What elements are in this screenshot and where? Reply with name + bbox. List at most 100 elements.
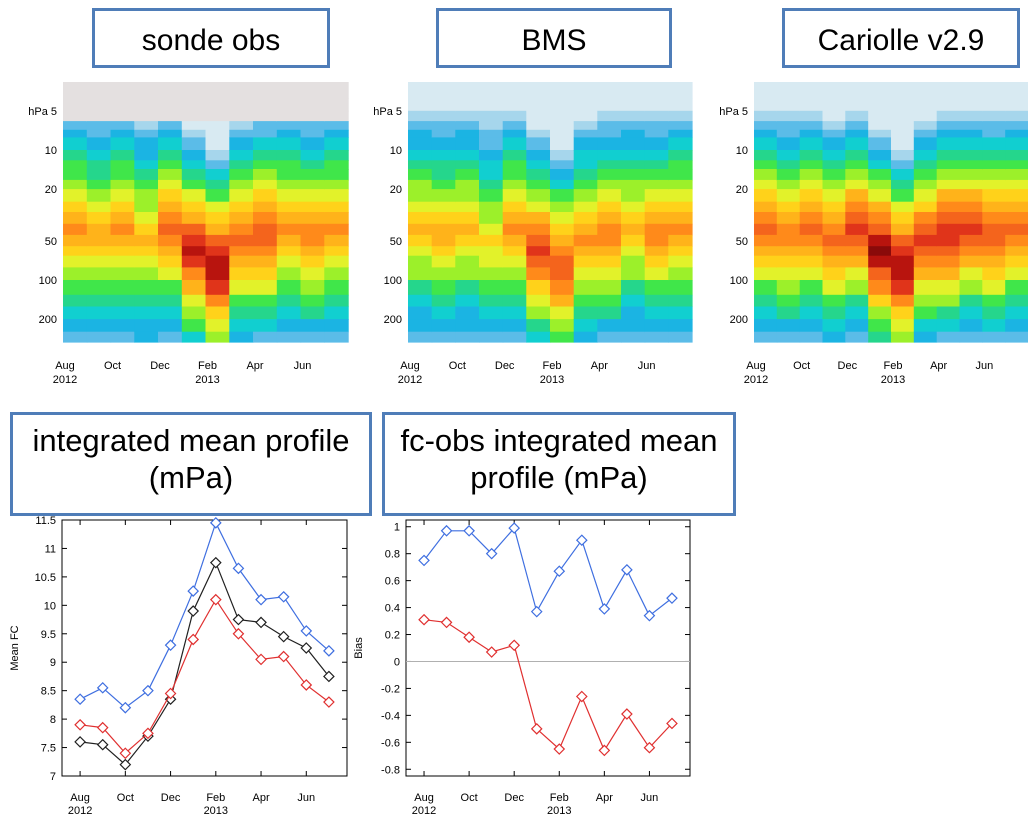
- heatmap-cell: [550, 121, 575, 131]
- heatmap-cell: [754, 246, 778, 257]
- heatmap-cell: [597, 331, 622, 343]
- heatmap-cell: [253, 234, 278, 247]
- x-year-label: 2013: [547, 805, 571, 817]
- heatmap-cell: [1005, 255, 1028, 268]
- heatmap-cell: [253, 212, 278, 225]
- series-point: [209, 556, 222, 569]
- series-point: [575, 534, 588, 547]
- heatmap-cell: [845, 137, 869, 151]
- heatmap-cell: [868, 201, 892, 213]
- heatmap-cell: [621, 255, 646, 268]
- heatmap-cell: [982, 306, 1006, 320]
- heatmap-cell: [408, 121, 433, 131]
- heatmap-cell: [158, 223, 183, 236]
- heatmap-cell: [526, 137, 551, 151]
- heatmap-y-tick: 100: [730, 275, 748, 287]
- heatmap-cell: [408, 129, 433, 138]
- heatmap-cell: [845, 294, 869, 308]
- heatmap-cell: [276, 98, 302, 112]
- heatmap-cell: [621, 160, 646, 170]
- heatmap-cell: [300, 212, 325, 225]
- heatmap-cell: [408, 267, 433, 281]
- heatmap-cell: [408, 234, 433, 247]
- heatmap-cell: [63, 82, 88, 99]
- series-point: [323, 670, 335, 683]
- heatmap-x-tick: Aug: [746, 360, 766, 372]
- line-chart-bias-frame: [405, 519, 691, 777]
- heatmap-cell: [205, 137, 230, 151]
- x-year-label: 2012: [412, 805, 436, 817]
- heatmap-cell: [644, 179, 669, 190]
- heatmap-cell: [868, 294, 892, 308]
- heatmap-cell: [86, 319, 112, 333]
- series-point: [164, 687, 177, 700]
- heatmap-cell: [479, 82, 504, 99]
- heatmap-cell: [959, 110, 983, 122]
- heatmap-cell: [276, 82, 302, 99]
- heatmap-cell: [479, 160, 504, 170]
- series-point: [119, 747, 132, 760]
- line-chart-mean: [61, 516, 348, 777]
- heatmap-y-tick: 100: [384, 275, 402, 287]
- heatmap-cell: [158, 121, 183, 131]
- heatmap-cell: [868, 121, 892, 131]
- heatmap-cell: [936, 255, 961, 268]
- heatmap-cell: [455, 121, 480, 131]
- heatmap-cell: [891, 280, 915, 296]
- heatmap-cell: [300, 280, 325, 296]
- heatmap-cell: [324, 294, 349, 308]
- heatmap-cell: [134, 169, 159, 181]
- series-point: [209, 516, 222, 529]
- heatmap-cell: [479, 137, 504, 151]
- heatmap-cell: [526, 234, 551, 247]
- heatmap-cell: [134, 110, 159, 122]
- heatmap-cell: [668, 294, 693, 308]
- y-tick-label: -0.8: [381, 764, 400, 776]
- heatmap-cell: [110, 234, 135, 247]
- heatmap-cell: [845, 319, 869, 333]
- heatmap-cell: [408, 189, 433, 203]
- heatmap-cell: [276, 189, 302, 203]
- heatmap-cell: [754, 255, 778, 268]
- heatmap-cell: [621, 280, 646, 296]
- heatmap-cell: [455, 189, 480, 203]
- heatmap-cell: [982, 98, 1006, 112]
- series-point: [300, 625, 313, 637]
- heatmap-cell: [110, 294, 135, 308]
- heatmap-x-tick: Apr: [246, 360, 263, 372]
- series-point: [323, 696, 335, 708]
- heatmap-cell: [868, 267, 892, 281]
- heatmap-cell: [63, 160, 88, 170]
- heatmap-cell: [959, 255, 983, 268]
- y-tick-label: 9: [50, 657, 56, 669]
- heatmap-cell: [597, 82, 622, 99]
- heatmap-cell: [868, 234, 892, 247]
- heatmap-cell: [644, 306, 669, 320]
- x-tick-label: Oct: [117, 792, 134, 804]
- heatmap-cell: [526, 223, 551, 236]
- heatmap-cell: [868, 98, 892, 112]
- heatmap-cell: [205, 110, 230, 122]
- heatmap-cell: [799, 189, 824, 203]
- heatmap-cell: [776, 331, 801, 343]
- heatmap-cell: [754, 150, 778, 161]
- heatmap-cell: [181, 306, 207, 320]
- heatmap-cell: [822, 110, 846, 122]
- heatmap-cell: [959, 137, 983, 151]
- heatmap-cell: [936, 169, 961, 181]
- heatmap-cell: [455, 137, 480, 151]
- heatmap-cell: [1005, 110, 1028, 122]
- heatmap-cell: [959, 189, 983, 203]
- series-line: [423, 619, 673, 752]
- heatmap-y-tick: 20: [45, 184, 57, 196]
- heatmap-cell: [621, 212, 646, 225]
- heatmap-cell: [526, 160, 551, 170]
- series-line: [79, 521, 330, 709]
- heatmap-cell: [63, 280, 88, 296]
- heatmap-cell: [959, 160, 983, 170]
- heatmap-cell: [799, 319, 824, 333]
- heatmap-y-tick: hPa 5: [719, 106, 748, 118]
- heatmap-year-tick: 2013: [195, 374, 219, 386]
- heatmap-cell: [229, 255, 254, 268]
- heatmap-cell: [776, 234, 801, 247]
